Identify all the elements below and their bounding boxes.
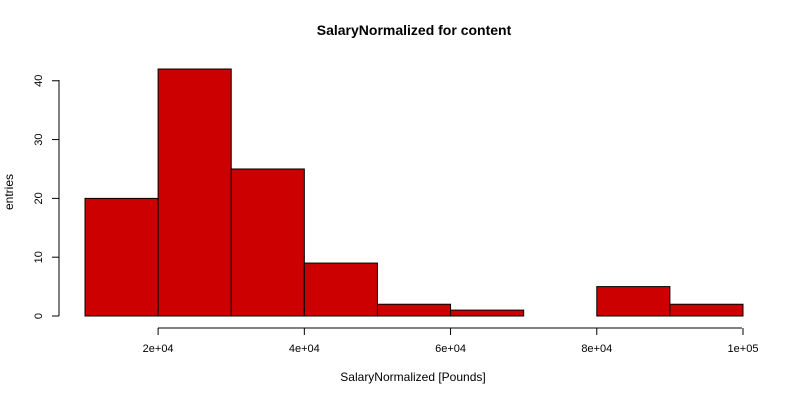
chart-title: SalaryNormalized for content: [317, 22, 512, 38]
bars-group: [84, 68, 744, 317]
histogram-bar: [230, 168, 305, 317]
histogram-bar: [669, 303, 744, 317]
histogram-bar: [157, 68, 232, 317]
histogram-bar: [303, 262, 378, 317]
histogram-bar: [596, 286, 671, 317]
x-tick-label: 8e+04: [581, 343, 612, 355]
y-tick-label: 20: [33, 192, 45, 204]
histogram-bar: [450, 309, 525, 317]
histogram-bar: [84, 197, 159, 317]
x-tick-label: 6e+04: [435, 343, 466, 355]
histogram-bar: [376, 303, 452, 317]
y-tick-label: 40: [33, 75, 45, 87]
x-tick-label: 1e+05: [728, 343, 759, 355]
x-axis-label: SalaryNormalized [Pounds]: [340, 370, 485, 384]
y-axis-label: entries: [2, 174, 16, 210]
y-tick-label: 30: [33, 133, 45, 145]
x-tick-label: 2e+04: [143, 343, 174, 355]
y-tick-label: 10: [33, 251, 45, 263]
y-tick-label: 0: [33, 313, 45, 319]
y-ticks-group: 0 10 20 30 40: [33, 75, 59, 319]
x-ticks-group: 2e+04 4e+04 6e+04 8e+04 1e+05: [143, 328, 759, 355]
x-tick-label: 4e+04: [289, 343, 320, 355]
